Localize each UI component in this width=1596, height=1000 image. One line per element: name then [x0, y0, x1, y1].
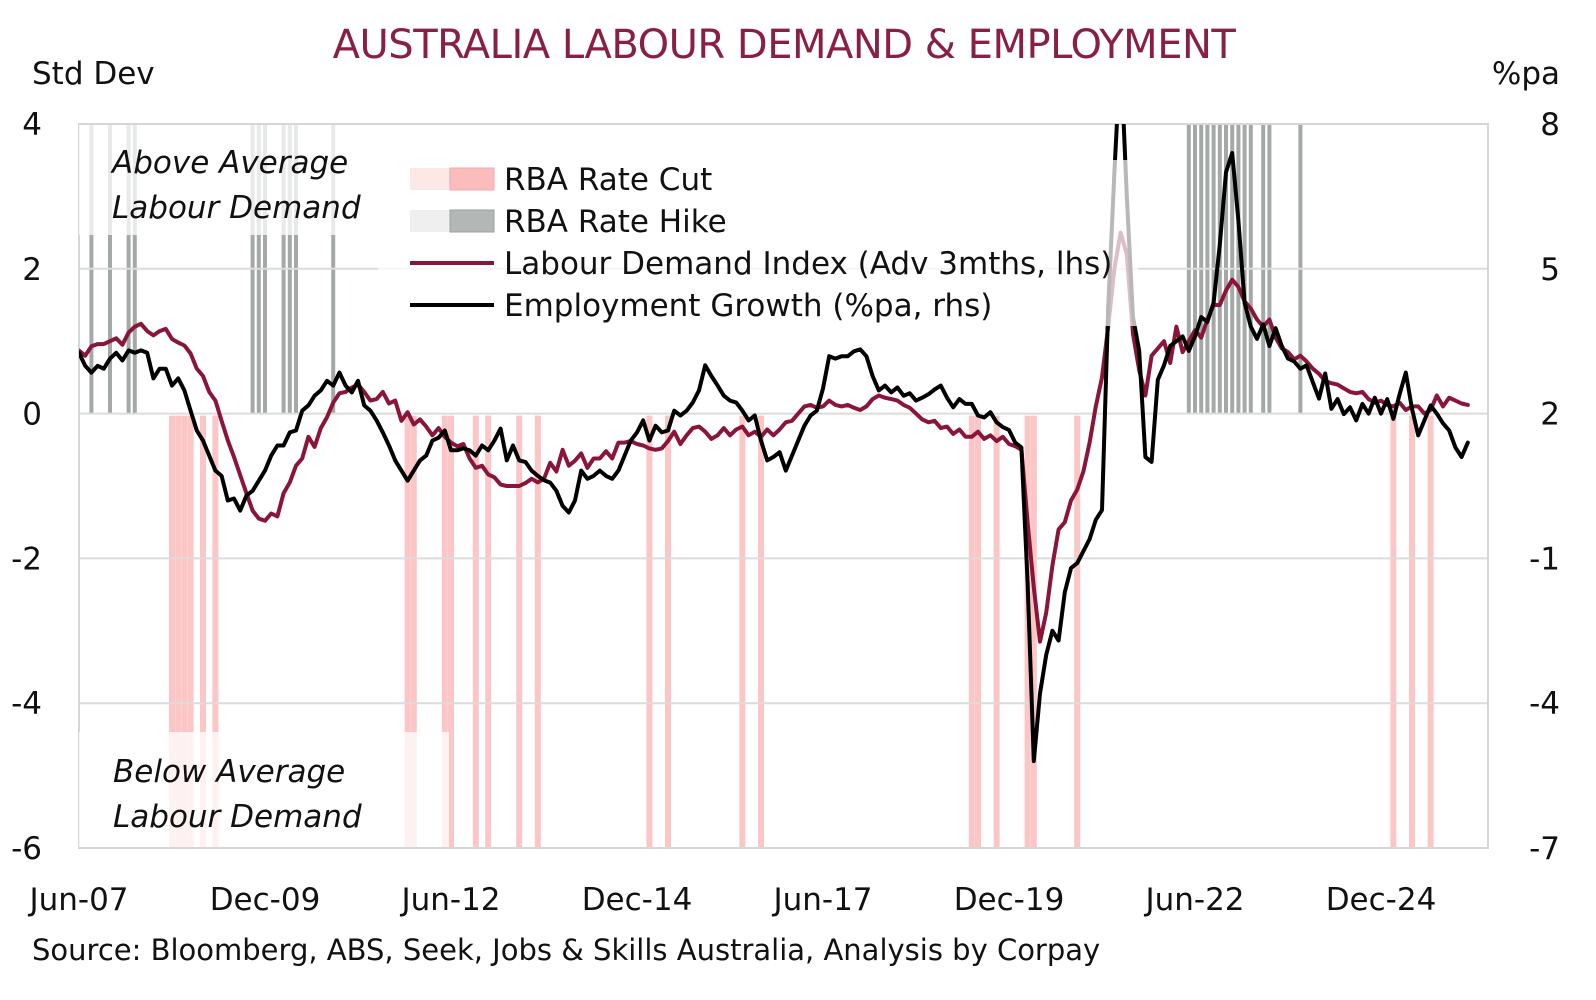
left-axis-tick-label: 2: [22, 252, 42, 288]
left-axis-tick-label: 4: [22, 107, 42, 143]
left-axis-tick-label: -4: [11, 686, 42, 722]
right-axis-tick-label: -7: [1529, 831, 1560, 867]
chart-title: AUSTRALIA LABOUR DEMAND & EMPLOYMENT: [333, 22, 1237, 68]
rate-cut-bar: [448, 415, 454, 848]
rate-cut-bar: [187, 415, 194, 848]
legend-label-rate-hike: RBA Rate Hike: [504, 204, 727, 240]
right-axis-tick-label: 8: [1540, 107, 1560, 143]
rate-cut-bar: [175, 415, 182, 848]
right-axis-ticks: 8 5 2 -1 -4 -7: [1529, 107, 1560, 867]
employment-growth-line: [79, 124, 1470, 764]
rate-cut-bar: [739, 415, 746, 848]
rate-cut-bar: [485, 415, 492, 848]
annotation-above-line2: Labour Demand: [112, 190, 361, 226]
rate-cut-bar: [534, 415, 541, 848]
rate-cut-bar: [1390, 415, 1397, 848]
rate-cut-bar: [1409, 415, 1415, 848]
rate-cut-bar: [968, 415, 975, 848]
x-axis-ticks: Jun-07 Dec-09 Jun-12 Dec-14 Jun-17 Dec-19 Jun-…: [27, 882, 1436, 918]
right-axis-tick-label: -4: [1529, 686, 1560, 722]
right-axis-tick-label: 5: [1540, 252, 1560, 288]
rate-cut-bar: [410, 415, 417, 848]
x-axis-tick-label: Jun-22: [1143, 882, 1244, 918]
left-axis-tick-label: -2: [11, 541, 42, 577]
rate-cut-bar: [646, 415, 653, 848]
rate-cut-bar: [169, 415, 175, 848]
rate-cut-bar: [404, 415, 411, 848]
labour-demand-line: [79, 230, 1470, 644]
legend-swatch-rate-cut-light: [410, 168, 450, 190]
annotation-above-line1: Above Average: [110, 145, 348, 181]
rate-cut-bar: [516, 415, 523, 848]
series-lines: [79, 124, 1470, 764]
rate-cut-bar: [975, 415, 981, 848]
annotation-above-bg: [79, 125, 379, 235]
rate-cut-bar: [1427, 415, 1434, 848]
x-axis-tick-label: Jun-12: [399, 882, 500, 918]
legend-bg: [378, 160, 1138, 326]
rate-cut-bar: [212, 415, 219, 848]
rate-cut-bar: [758, 415, 764, 848]
legend-label-rate-cut: RBA Rate Cut: [504, 162, 712, 198]
rate-cut-bar: [472, 415, 479, 848]
legend: RBA Rate Cut RBA Rate Hike Labour Demand…: [410, 162, 1112, 324]
rate-cut-bar: [993, 415, 1000, 848]
x-axis-tick-label: Jun-07: [27, 882, 128, 918]
plot-frame: [78, 123, 1489, 849]
legend-swatch-rate-hike: [449, 209, 495, 233]
left-axis-ticks: 4 2 0 -2 -4 -6: [11, 107, 42, 867]
rate-cut-bar: [441, 415, 448, 848]
rate-cut-bar: [1030, 415, 1037, 848]
rate-cut-bar: [200, 415, 206, 848]
left-axis-tick-label: -6: [11, 831, 42, 867]
left-axis-tick-label: 0: [22, 397, 42, 433]
annotation-below-line1: Below Average: [113, 754, 345, 790]
x-axis-tick-label: Dec-24: [1326, 882, 1437, 918]
source-note: Source: Bloomberg, ABS, Seek, Jobs & Ski…: [32, 933, 1100, 967]
x-axis-tick-label: Dec-14: [582, 882, 693, 918]
right-axis-tick-label: 2: [1540, 397, 1560, 433]
legend-swatch-rate-cut: [449, 167, 495, 191]
x-axis-tick-label: Dec-09: [210, 882, 321, 918]
rate-cut-bar: [1074, 415, 1081, 848]
x-axis-tick-label: Dec-19: [954, 882, 1065, 918]
annotation-below-line2: Labour Demand: [113, 799, 362, 835]
legend-label-employment: Employment Growth (%pa, rhs): [504, 288, 992, 324]
rate-cut-bar: [665, 415, 671, 848]
left-axis-unit: Std Dev: [32, 56, 155, 92]
x-axis-tick-label: Jun-17: [771, 882, 872, 918]
rate-cut-bar: [181, 415, 188, 848]
legend-label-labour-demand: Labour Demand Index (Adv 3mths, lhs): [504, 246, 1112, 282]
right-axis-unit: %pa: [1492, 56, 1560, 92]
legend-swatch-rate-hike-light: [410, 210, 450, 232]
annotation-below-bg: [79, 732, 449, 847]
right-axis-tick-label: -1: [1529, 541, 1560, 577]
